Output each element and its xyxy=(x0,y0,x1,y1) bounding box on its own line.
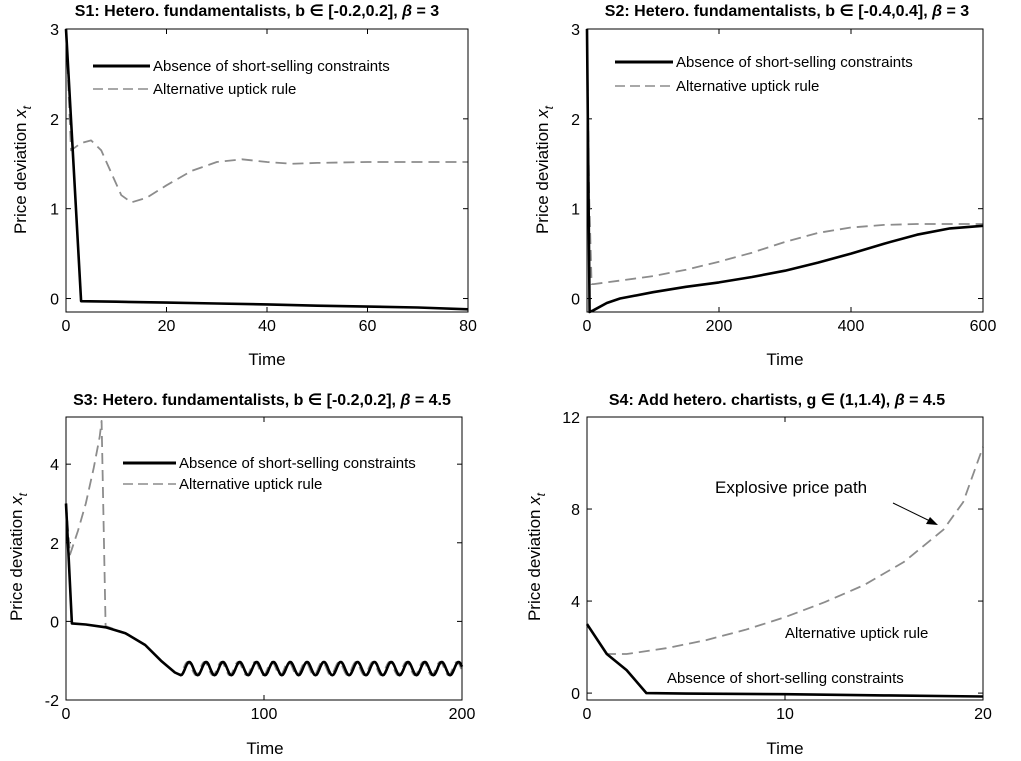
legend-entry: Alternative uptick rule xyxy=(676,78,819,95)
y-axis-label: Price deviation xt xyxy=(7,492,30,621)
series-line-no-constraints xyxy=(585,28,984,314)
series-line-no-constraints xyxy=(64,503,464,677)
axis-ticks: 0 20 40 60 80 0 1 2 3 xyxy=(50,22,477,335)
axis-ticks: 0 200 400 600 0 1 2 3 xyxy=(571,22,996,335)
series-line-uptick-rule xyxy=(65,420,463,677)
x-tick-label: 80 xyxy=(459,318,477,335)
panel-title: S1: Hetero. fundamentalists, b ∈ [-0.2,0… xyxy=(75,1,439,20)
annotations: Explosive price path Alternative uptick … xyxy=(667,478,938,687)
series-group xyxy=(585,28,984,314)
plot-frame xyxy=(65,28,469,313)
y-tick-label: 4 xyxy=(50,457,59,474)
x-tick-label: 200 xyxy=(706,318,733,335)
panel-title: S2: Hetero. fundamentalists, b ∈ [-0.4,0… xyxy=(605,1,969,20)
legend-entry: Absence of short-selling constraints xyxy=(676,54,913,71)
y-tick-label: -2 xyxy=(45,693,59,710)
annotation-uptick-label: Alternative uptick rule xyxy=(785,625,928,642)
y-tick-label: 2 xyxy=(571,112,580,129)
x-axis-label: Time xyxy=(246,739,283,758)
y-tick-label: 2 xyxy=(50,536,59,553)
legend-entry: Alternative uptick rule xyxy=(179,476,322,493)
series-group xyxy=(64,420,464,677)
x-axis-label: Time xyxy=(766,739,803,758)
legend: Absence of short-selling constraints Alt… xyxy=(615,54,913,95)
y-tick-label: 12 xyxy=(562,410,580,427)
y-tick-label: 8 xyxy=(571,502,580,519)
series-line-no-constraints xyxy=(64,28,469,311)
y-axis-label: Price deviation xt xyxy=(533,105,556,234)
x-tick-label: 0 xyxy=(62,706,71,723)
plot-frame xyxy=(65,416,463,701)
x-tick-label: 20 xyxy=(158,318,176,335)
y-tick-label: 2 xyxy=(50,112,59,129)
panel-title: S4: Add hetero. chartists, g ∈ (1,1.4), … xyxy=(609,390,945,409)
series-group xyxy=(64,28,469,311)
x-tick-label: 200 xyxy=(449,706,476,723)
legend-entry: Alternative uptick rule xyxy=(153,81,296,98)
y-tick-label: 0 xyxy=(571,686,580,703)
panel-s4: S4: Add hetero. chartists, g ∈ (1,1.4), … xyxy=(525,390,992,758)
x-tick-label: 100 xyxy=(251,706,278,723)
y-tick-label: 1 xyxy=(571,202,580,219)
panel-s2: S2: Hetero. fundamentalists, b ∈ [-0.4,0… xyxy=(533,1,996,369)
legend: Absence of short-selling constraints Alt… xyxy=(93,58,390,98)
series-line-uptick-rule xyxy=(586,28,983,285)
x-tick-label: 40 xyxy=(258,318,276,335)
series-line-uptick-rule xyxy=(586,446,984,655)
y-tick-label: 0 xyxy=(50,614,59,631)
x-tick-label: 0 xyxy=(62,318,71,335)
y-tick-label: 1 xyxy=(50,202,59,219)
axis-ticks: 0 10 20 0 4 8 12 xyxy=(562,410,992,723)
y-tick-label: 0 xyxy=(50,292,59,309)
panel-title: S3: Hetero. fundamentalists, b ∈ [-0.2,0… xyxy=(73,390,451,409)
legend: Absence of short-selling constraints Alt… xyxy=(123,455,416,493)
y-tick-label: 4 xyxy=(571,594,580,611)
x-tick-label: 0 xyxy=(583,318,592,335)
annotation-arrow-line xyxy=(892,502,933,523)
y-tick-label: 0 xyxy=(571,292,580,309)
series-line-no-constraints xyxy=(585,623,984,698)
x-tick-label: 0 xyxy=(583,706,592,723)
x-tick-label: 10 xyxy=(776,706,794,723)
x-tick-label: 20 xyxy=(974,706,992,723)
annotation-absence-label: Absence of short-selling constraints xyxy=(667,670,904,687)
x-tick-label: 60 xyxy=(359,318,377,335)
plot-frame xyxy=(586,416,984,701)
y-tick-label: 3 xyxy=(50,22,59,39)
legend-entry: Absence of short-selling constraints xyxy=(153,58,390,75)
x-axis-label: Time xyxy=(766,350,803,369)
plot-frame xyxy=(586,28,984,313)
annotation-arrow-head xyxy=(926,517,938,525)
y-axis-label: Price deviation xt xyxy=(525,492,548,621)
y-axis-label: Price deviation xt xyxy=(11,105,34,234)
x-axis-label: Time xyxy=(248,350,285,369)
panel-s1: S1: Hetero. fundamentalists, b ∈ [-0.2,0… xyxy=(11,1,477,369)
series-group xyxy=(585,446,984,698)
annotation-explosive-price-path: Explosive price path xyxy=(715,478,867,497)
x-tick-label: 400 xyxy=(838,318,865,335)
series-line-uptick-rule xyxy=(65,28,468,204)
x-tick-label: 600 xyxy=(970,318,997,335)
legend-entry: Absence of short-selling constraints xyxy=(179,455,416,472)
panel-s3: S3: Hetero. fundamentalists, b ∈ [-0.2,0… xyxy=(7,390,475,758)
y-tick-label: 3 xyxy=(571,22,580,39)
